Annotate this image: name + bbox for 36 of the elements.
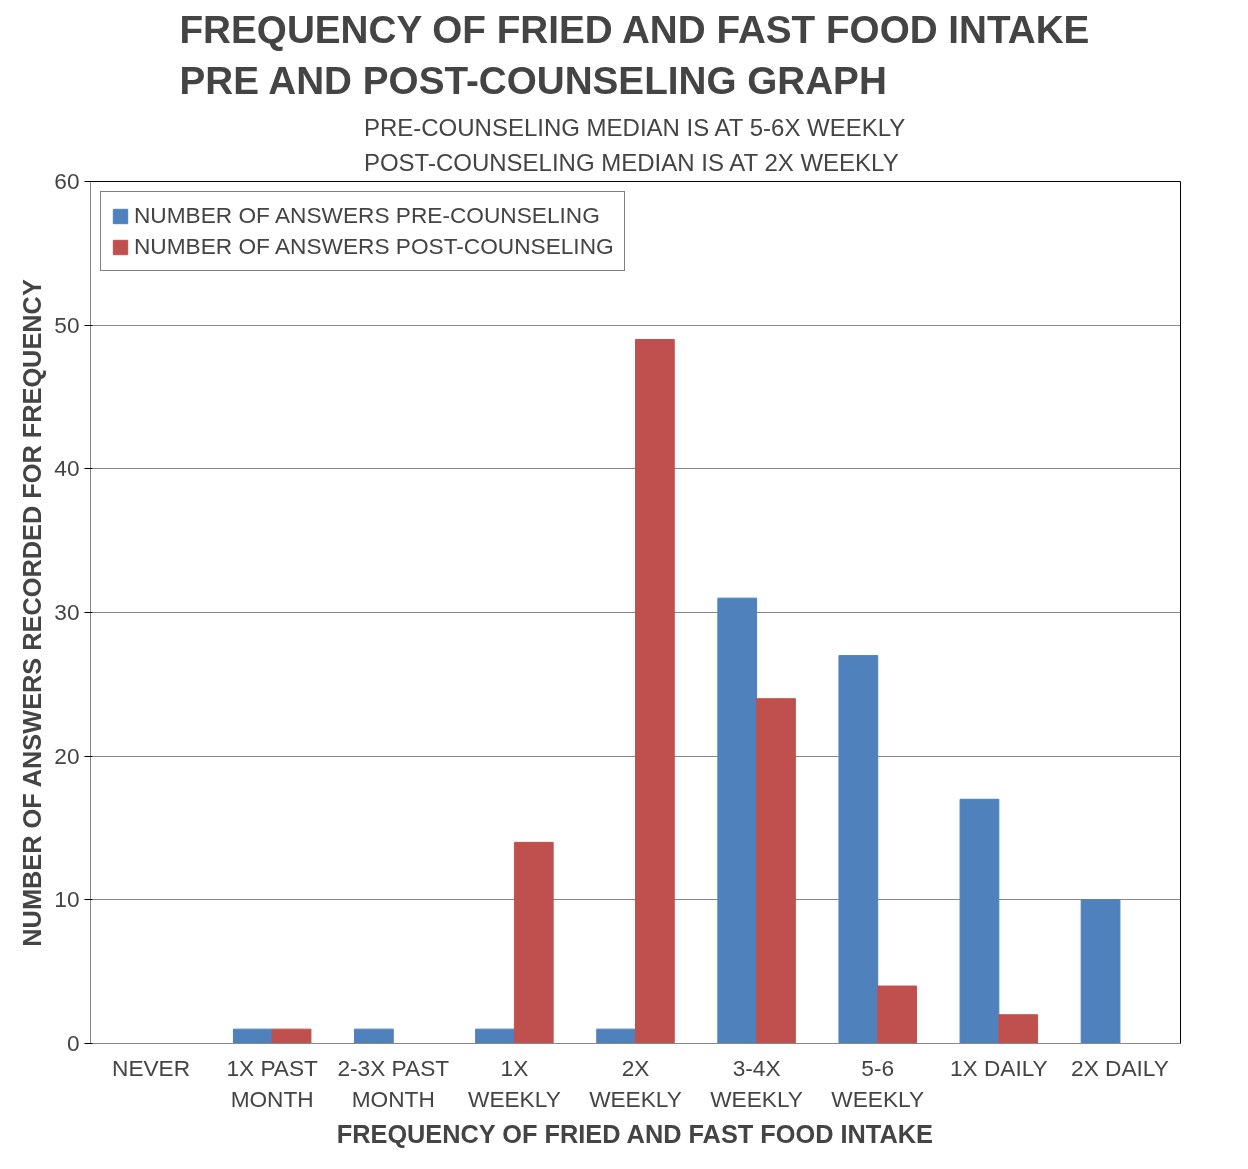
bar bbox=[877, 985, 917, 1044]
y-tick-label: 10 bbox=[54, 886, 80, 913]
x-tick-label: 1X DAILY bbox=[949, 1054, 1048, 1081]
bar bbox=[475, 1028, 515, 1044]
bar bbox=[1080, 899, 1121, 1044]
bar bbox=[354, 1028, 394, 1044]
bar bbox=[271, 1028, 312, 1044]
bar bbox=[513, 841, 554, 1044]
chart-title: FREQUENCY OF FRIED AND FAST FOOD INTAKE PRE AND POST-COUNSELING GRAPH bbox=[179, 7, 1090, 103]
x-tick-label: NEVER bbox=[112, 1054, 191, 1081]
bar bbox=[998, 1014, 1039, 1044]
x-axis-title: FREQUENCY OF FRIED AND FAST FOOD INTAKE bbox=[336, 1119, 933, 1148]
x-tick-label: 2X DAILY bbox=[1071, 1054, 1169, 1081]
x-tick-label: 5-6 WEEKLY bbox=[831, 1054, 925, 1112]
y-tick-label: 0 bbox=[66, 1030, 80, 1056]
bar bbox=[635, 339, 675, 1044]
y-axis-title: NUMBER OF ANSWERS RECORDED FOR FREQUENCY bbox=[18, 279, 47, 947]
legend-label: NUMBER OF ANSWERS POST-COUNSELING bbox=[134, 233, 614, 260]
y-tick-label: 60 bbox=[54, 168, 80, 194]
y-tick-label: 40 bbox=[54, 455, 80, 482]
x-tick-label: 1X WEEKLY bbox=[468, 1054, 561, 1112]
bar bbox=[756, 698, 796, 1044]
y-tick-label: 30 bbox=[54, 599, 80, 625]
y-tick-label: 20 bbox=[54, 742, 80, 769]
bar bbox=[596, 1028, 636, 1044]
y-tick-label: 50 bbox=[54, 311, 80, 338]
legend-label: NUMBER OF ANSWERS PRE-COUNSELING bbox=[134, 202, 600, 229]
bar bbox=[232, 1028, 273, 1044]
chart-subtitle: PRE-COUNSELING MEDIAN IS AT 5-6X WEEKLY POST-COUNSELING MEDIAN IS AT 2X WEEKLY bbox=[363, 114, 906, 177]
bar bbox=[717, 597, 758, 1044]
bar bbox=[959, 798, 1000, 1044]
x-tick-label: 3-4X WEEKLY bbox=[710, 1054, 803, 1112]
bar bbox=[838, 655, 879, 1044]
x-tick-label: 2-3X PAST MONTH bbox=[337, 1054, 450, 1112]
x-tick-label: 2X WEEKLY bbox=[589, 1054, 682, 1112]
x-tick-label: 1X PAST MONTH bbox=[226, 1054, 319, 1112]
